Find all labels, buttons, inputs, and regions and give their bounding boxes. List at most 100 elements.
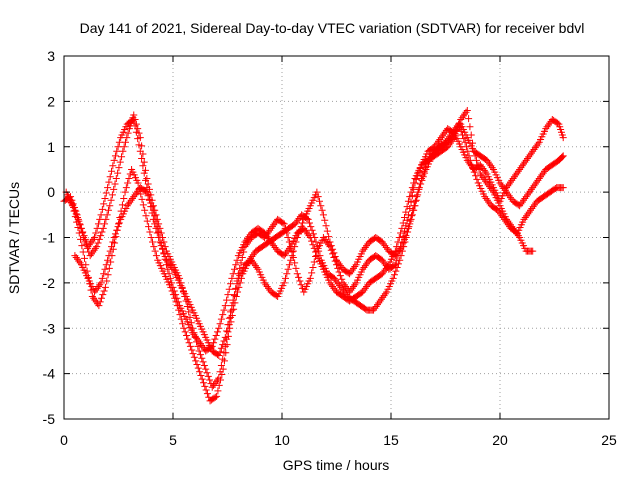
data-point [225, 314, 233, 322]
data-point [268, 240, 276, 248]
data-point [80, 232, 88, 240]
data-point [142, 212, 150, 220]
data-point [479, 165, 487, 173]
data-point [436, 135, 444, 143]
data-point [463, 106, 471, 114]
data-point [471, 152, 479, 160]
data-point [100, 200, 108, 208]
data-point [346, 270, 354, 278]
data-point [402, 208, 410, 216]
data-point [453, 126, 461, 134]
data-point [219, 341, 227, 349]
data-point [251, 262, 259, 270]
data-point [126, 198, 134, 206]
data-point [102, 215, 110, 223]
data-point [144, 180, 152, 188]
data-point [306, 234, 314, 241]
y-tick-label: -2 [43, 275, 56, 291]
data-point [309, 241, 317, 249]
data-point [76, 259, 84, 267]
data-point [533, 142, 541, 150]
data-point [418, 175, 426, 183]
data-point [127, 196, 135, 204]
data-point [245, 233, 253, 241]
data-point [224, 332, 232, 340]
data-point [378, 256, 386, 264]
data-point [229, 270, 237, 278]
data-point [304, 230, 312, 238]
x-axis-tick-labels: 0 5 10 15 20 25 [60, 432, 617, 448]
data-point [97, 211, 105, 219]
data-point [173, 294, 181, 302]
data-point [267, 238, 275, 246]
data-point [208, 383, 216, 391]
data-point [93, 284, 101, 292]
data-point [504, 217, 512, 225]
data-point [162, 261, 170, 269]
data-point [351, 281, 359, 289]
data-point [483, 156, 491, 164]
data-point [512, 171, 520, 179]
data-point [132, 120, 140, 128]
data-point [93, 243, 101, 251]
data-point [462, 143, 470, 151]
data-point [166, 274, 174, 282]
data-point [139, 201, 147, 209]
data-point [196, 340, 204, 348]
data-point [314, 193, 322, 201]
data-point [104, 271, 112, 279]
data-point [152, 217, 160, 225]
data-point [506, 221, 514, 229]
data-point [373, 301, 381, 309]
data-point [125, 175, 133, 183]
data-points [60, 106, 567, 405]
data-point [168, 279, 176, 287]
data-point [271, 243, 279, 251]
data-point [535, 175, 543, 183]
data-point [221, 302, 229, 310]
data-point [90, 294, 98, 302]
data-point [291, 220, 299, 228]
data-point [263, 233, 271, 241]
data-point [195, 347, 203, 355]
data-point [528, 204, 536, 212]
data-point [459, 112, 467, 120]
data-point [521, 158, 529, 166]
x-tick-label: 0 [60, 432, 68, 448]
data-point [194, 364, 202, 372]
data-point [322, 237, 330, 245]
data-point [110, 156, 118, 164]
data-point [508, 176, 516, 184]
data-point [305, 219, 313, 227]
data-point [200, 379, 208, 387]
data-point [143, 188, 151, 196]
data-point [359, 288, 367, 296]
x-tick-label: 20 [492, 432, 508, 448]
data-point [518, 162, 526, 170]
data-point [104, 184, 112, 192]
data-point [283, 270, 291, 278]
data-point [398, 224, 406, 232]
data-point [333, 256, 340, 264]
data-point [204, 372, 212, 380]
data-point [558, 153, 566, 161]
data-point [101, 265, 109, 273]
data-point [119, 147, 127, 155]
data-point [225, 285, 233, 293]
data-point [381, 290, 389, 298]
data-point [496, 179, 504, 187]
data-point [542, 125, 550, 133]
data-point [510, 173, 518, 181]
data-point [141, 206, 149, 214]
data-point [390, 262, 398, 270]
data-point [313, 243, 321, 251]
data-point [217, 361, 225, 369]
data-point [95, 235, 103, 243]
data-point [232, 261, 240, 269]
data-point [501, 186, 509, 194]
data-point [89, 248, 97, 256]
data-point [334, 258, 342, 266]
data-point [457, 116, 465, 124]
data-point [310, 258, 318, 266]
data-point [509, 175, 517, 183]
